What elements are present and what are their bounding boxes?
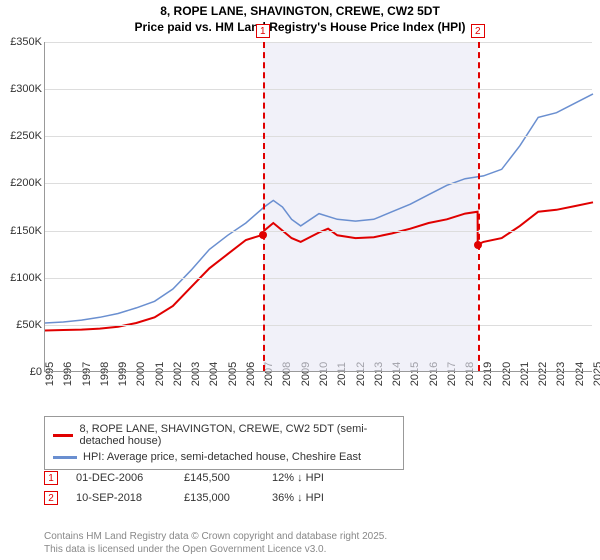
chart-title-block: 8, ROPE LANE, SHAVINGTON, CREWE, CW2 5DT…	[0, 0, 600, 37]
y-tick-label: £50K	[16, 319, 42, 331]
gridline-h	[45, 278, 592, 279]
footer-attribution: Contains HM Land Registry data © Crown c…	[44, 530, 387, 556]
sale-marker-line	[478, 42, 480, 371]
sales-row: 1 01-DEC-2006 £145,500 12% ↓ HPI	[44, 468, 362, 488]
sale-date: 10-SEP-2018	[76, 492, 166, 504]
sale-date: 01-DEC-2006	[76, 472, 166, 484]
sale-price: £145,500	[184, 472, 254, 484]
y-tick-label: £350K	[10, 36, 42, 48]
y-tick-label: £300K	[10, 83, 42, 95]
y-tick-label: £0	[30, 366, 42, 378]
sale-dot	[474, 241, 482, 249]
sale-hpi-delta: 12% ↓ HPI	[272, 472, 362, 484]
sale-row-marker: 2	[44, 491, 58, 505]
chart-plot-area: 12	[44, 42, 592, 372]
legend-row: HPI: Average price, semi-detached house,…	[53, 449, 395, 465]
chart-lines-svg	[45, 42, 592, 371]
legend-label: HPI: Average price, semi-detached house,…	[83, 451, 361, 463]
gridline-h	[45, 183, 592, 184]
legend-label: 8, ROPE LANE, SHAVINGTON, CREWE, CW2 5DT…	[79, 423, 395, 447]
gridline-h	[45, 325, 592, 326]
y-tick-label: £100K	[10, 272, 42, 284]
sales-row: 2 10-SEP-2018 £135,000 36% ↓ HPI	[44, 488, 362, 508]
sale-row-marker: 1	[44, 471, 58, 485]
gridline-h	[45, 136, 592, 137]
y-tick-label: £250K	[10, 130, 42, 142]
footer-line-2: This data is licensed under the Open Gov…	[44, 543, 387, 556]
gridline-h	[45, 89, 592, 90]
y-tick-label: £150K	[10, 225, 42, 237]
legend-row: 8, ROPE LANE, SHAVINGTON, CREWE, CW2 5DT…	[53, 421, 395, 449]
gridline-h	[45, 231, 592, 232]
legend-swatch	[53, 434, 73, 437]
x-tick-label: 2025	[592, 362, 600, 386]
title-line-1: 8, ROPE LANE, SHAVINGTON, CREWE, CW2 5DT	[0, 4, 600, 20]
sale-marker-line	[263, 42, 265, 371]
sales-table: 1 01-DEC-2006 £145,500 12% ↓ HPI 2 10-SEP-201…	[44, 468, 362, 508]
y-tick-label: £200K	[10, 177, 42, 189]
series-hpi	[45, 94, 593, 323]
legend-box: 8, ROPE LANE, SHAVINGTON, CREWE, CW2 5DT…	[44, 416, 404, 470]
footer-line-1: Contains HM Land Registry data © Crown c…	[44, 530, 387, 543]
title-line-2: Price paid vs. HM Land Registry's House …	[0, 20, 600, 36]
gridline-h	[45, 42, 592, 43]
sale-price: £135,000	[184, 492, 254, 504]
sale-dot	[259, 231, 267, 239]
legend-swatch	[53, 456, 77, 459]
sale-hpi-delta: 36% ↓ HPI	[272, 492, 362, 504]
sale-marker-label: 1	[256, 24, 270, 38]
sale-marker-label: 2	[471, 24, 485, 38]
